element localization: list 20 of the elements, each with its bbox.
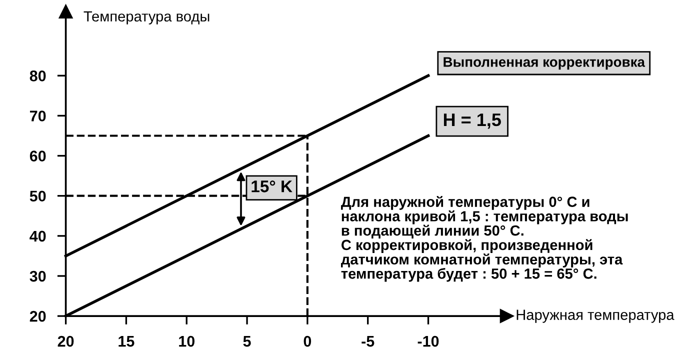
x-tick-label: 10	[179, 336, 194, 347]
y-tick-label: 20	[30, 310, 46, 322]
x-tick-label: 15	[118, 336, 134, 347]
x-tick-label: 5	[243, 336, 251, 347]
y-tick-label: 60	[30, 150, 46, 162]
x-axis-title: Наружная температура	[516, 310, 674, 323]
series-label: Выполненная корректировка	[444, 57, 646, 70]
annotation: 15° K	[252, 180, 292, 192]
x-tick-label: -10	[418, 336, 439, 347]
y-tick-label: 50	[30, 190, 46, 202]
y-tick-label: 40	[30, 230, 46, 242]
y-tick-label: 30	[30, 270, 46, 282]
annotation: Для наружной температуры 0° C и наклона кривой 1,5 : температура воды в подающей линии 50° C. C корректировкой, произведенной датчиком комнатной температуры, эта температура будет : 50 + 15 = 65° C.	[341, 196, 628, 282]
y-tick-label: 80	[30, 70, 46, 82]
x-tick-label: 20	[58, 336, 74, 347]
x-tick-label: 0	[304, 336, 312, 347]
series-label: H = 1,5	[444, 114, 501, 129]
x-tick-label: -5	[362, 336, 374, 347]
y-tick-label: 70	[30, 110, 46, 122]
y-axis-title: Температура воды	[84, 11, 210, 24]
